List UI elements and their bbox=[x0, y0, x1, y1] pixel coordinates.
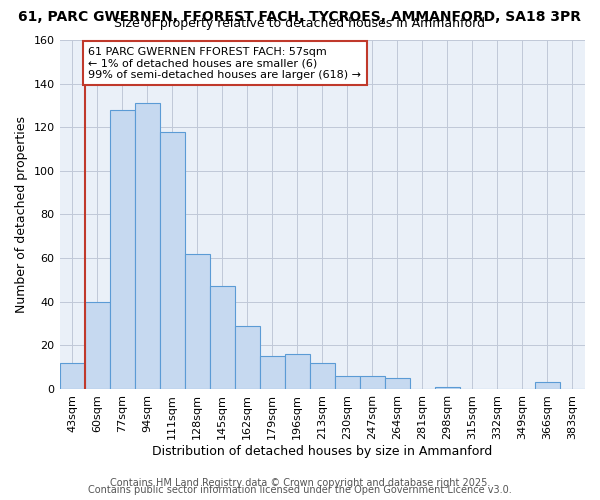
Bar bbox=[260, 356, 285, 389]
X-axis label: Distribution of detached houses by size in Ammanford: Distribution of detached houses by size … bbox=[152, 444, 493, 458]
Bar bbox=[59, 363, 85, 389]
Text: Size of property relative to detached houses in Ammanford: Size of property relative to detached ho… bbox=[115, 18, 485, 30]
Bar bbox=[85, 302, 110, 389]
Bar bbox=[134, 103, 160, 389]
Bar bbox=[535, 382, 560, 389]
Text: 61 PARC GWERNEN FFOREST FACH: 57sqm
← 1% of detached houses are smaller (6)
99% : 61 PARC GWERNEN FFOREST FACH: 57sqm ← 1%… bbox=[88, 46, 361, 80]
Bar bbox=[185, 254, 209, 389]
Bar bbox=[360, 376, 385, 389]
Bar bbox=[235, 326, 260, 389]
Bar bbox=[285, 354, 310, 389]
Y-axis label: Number of detached properties: Number of detached properties bbox=[15, 116, 28, 313]
Text: Contains public sector information licensed under the Open Government Licence v3: Contains public sector information licen… bbox=[88, 485, 512, 495]
Bar bbox=[335, 376, 360, 389]
Bar bbox=[385, 378, 410, 389]
Bar bbox=[435, 387, 460, 389]
Bar bbox=[209, 286, 235, 389]
Bar bbox=[310, 363, 335, 389]
Bar bbox=[160, 132, 185, 389]
Text: 61, PARC GWERNEN, FFOREST FACH, TYCROES, AMMANFORD, SA18 3PR: 61, PARC GWERNEN, FFOREST FACH, TYCROES,… bbox=[19, 10, 581, 24]
Bar bbox=[110, 110, 134, 389]
Text: Contains HM Land Registry data © Crown copyright and database right 2025.: Contains HM Land Registry data © Crown c… bbox=[110, 478, 490, 488]
